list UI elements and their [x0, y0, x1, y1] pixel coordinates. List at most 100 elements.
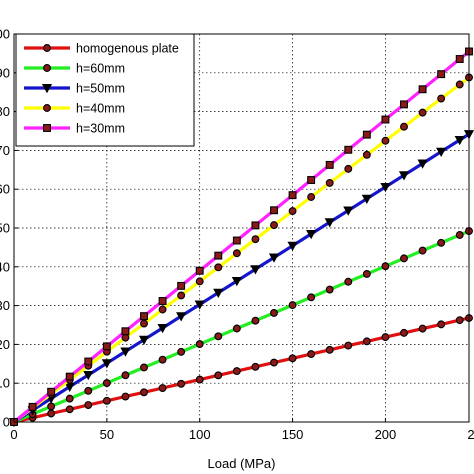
- data-point: [270, 358, 278, 367]
- data-point: [437, 238, 446, 247]
- legend-label: h=30mm: [76, 122, 125, 136]
- x-tick-label: 200: [375, 427, 397, 442]
- data-point: [381, 115, 390, 124]
- legend-label: h=40mm: [76, 102, 125, 116]
- data-point: [47, 387, 56, 396]
- data-point: [232, 367, 241, 376]
- data-point: [455, 80, 464, 89]
- data-point: [287, 241, 298, 251]
- data-point: [214, 251, 223, 260]
- legend-marker: [41, 84, 53, 94]
- data-point: [344, 164, 353, 173]
- data-point: [102, 396, 111, 405]
- data-point: [288, 301, 297, 310]
- data-point: [47, 402, 56, 411]
- data-point: [251, 362, 260, 371]
- data-point: [417, 159, 428, 169]
- data-point: [65, 372, 74, 381]
- data-point: [362, 130, 371, 139]
- data-point: [270, 221, 278, 230]
- legend-marker: [43, 104, 51, 112]
- data-point: [418, 246, 427, 255]
- data-point: [361, 194, 372, 204]
- data-point: [138, 335, 150, 345]
- data-point: [232, 236, 241, 245]
- data-point: [288, 354, 297, 363]
- data-point: [121, 327, 130, 336]
- y-tick-label: 0: [3, 415, 10, 430]
- y-tick-label: 80: [0, 104, 10, 119]
- data-point: [231, 276, 242, 287]
- series-layer: [8, 47, 474, 428]
- data-point: [250, 265, 261, 275]
- data-point: [84, 401, 93, 409]
- legend-entry: h=40mm: [24, 102, 125, 116]
- data-point: [102, 379, 111, 387]
- series-line: [13, 132, 470, 424]
- x-tick-label: 250: [467, 427, 474, 442]
- data-point: [343, 206, 354, 216]
- y-tick-label: 30: [0, 298, 10, 313]
- y-tick-label: 70: [0, 143, 10, 158]
- data-point: [214, 263, 223, 272]
- data-point: [325, 160, 334, 169]
- data-point: [102, 342, 111, 351]
- x-tick-label: 100: [189, 427, 211, 442]
- data-point: [362, 337, 371, 346]
- legend-marker: [43, 124, 51, 132]
- data-point: [121, 392, 130, 401]
- x-tick-label: 150: [282, 427, 304, 442]
- data-point: [381, 262, 390, 271]
- data-point: [65, 405, 74, 414]
- data-point: [251, 235, 260, 244]
- y-tick-label: 10: [0, 376, 10, 391]
- data-point: [437, 94, 446, 103]
- data-point: [158, 297, 167, 305]
- data-point: [400, 328, 408, 337]
- data-point: [270, 206, 278, 215]
- data-point: [362, 270, 371, 278]
- data-point: [177, 347, 186, 356]
- data-point: [344, 277, 353, 286]
- data-point: [195, 277, 204, 286]
- data-point: [400, 254, 408, 263]
- data-point: [177, 291, 186, 300]
- data-point: [158, 384, 167, 392]
- legend: homogenous plate h=60mm h=50mm h=40mm h=30mm: [15, 33, 195, 147]
- y-tick-label: 40: [0, 259, 10, 274]
- legend-entry: h=60mm: [24, 62, 125, 76]
- legend-entry: h=50mm: [24, 82, 125, 96]
- data-point: [232, 324, 241, 333]
- data-point: [398, 171, 410, 181]
- data-point: [195, 266, 204, 275]
- data-point: [120, 347, 131, 357]
- data-point: [288, 207, 297, 216]
- data-point: [307, 293, 316, 302]
- data-point: [251, 316, 260, 325]
- data-point: [344, 145, 353, 154]
- data-point: [140, 312, 148, 321]
- data-point: [177, 281, 186, 290]
- data-point: [400, 122, 408, 131]
- y-tick-label: 100: [0, 27, 10, 42]
- data-point: [213, 288, 224, 298]
- data-point: [268, 253, 280, 263]
- data-point: [140, 319, 148, 328]
- data-point: [47, 409, 56, 418]
- data-point: [325, 285, 334, 294]
- data-point: [101, 359, 112, 369]
- legend-label: h=60mm: [76, 62, 125, 76]
- data-point: [418, 324, 427, 333]
- data-point: [270, 308, 278, 317]
- data-point: [307, 350, 316, 359]
- data-point: [380, 182, 391, 193]
- legend-marker: [43, 44, 51, 52]
- data-point: [28, 402, 37, 411]
- data-point: [194, 300, 205, 310]
- data-point: [455, 231, 464, 239]
- data-point: [214, 332, 223, 341]
- legend-marker: [43, 64, 51, 72]
- data-point: [84, 357, 93, 366]
- data-point: [157, 323, 168, 334]
